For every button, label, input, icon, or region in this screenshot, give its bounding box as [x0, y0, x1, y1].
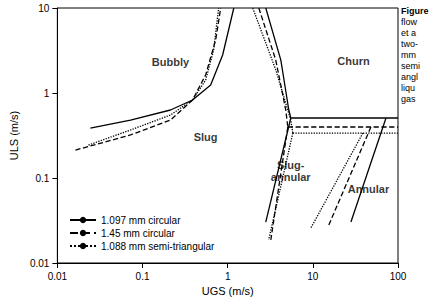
svg-text:Churn: Churn	[337, 55, 370, 67]
svg-text:1: 1	[225, 271, 231, 282]
svg-text:gas: gas	[401, 94, 416, 104]
svg-text:semi: semi	[401, 61, 420, 71]
svg-text:two-: two-	[401, 39, 418, 49]
svg-text:et a: et a	[401, 28, 416, 38]
svg-text:1.088 mm semi-triangular: 1.088 mm semi-triangular	[101, 241, 215, 252]
svg-text:Bubbly: Bubbly	[152, 56, 190, 68]
svg-text:100: 100	[390, 271, 407, 282]
svg-text:0.1: 0.1	[35, 173, 49, 184]
svg-text:annular: annular	[270, 171, 311, 184]
svg-text:0.1: 0.1	[136, 271, 150, 282]
svg-text:Annular: Annular	[348, 183, 390, 195]
svg-text:UGS (m/s): UGS (m/s)	[202, 285, 254, 297]
svg-text:10: 10	[38, 3, 50, 14]
svg-text:angl: angl	[401, 72, 418, 82]
svg-text:1: 1	[44, 88, 50, 99]
svg-text:liqu: liqu	[401, 83, 415, 93]
svg-text:10: 10	[307, 271, 319, 282]
svg-text:Slug: Slug	[194, 131, 218, 143]
svg-text:1.097 mm circular: 1.097 mm circular	[101, 215, 181, 226]
svg-text:flow: flow	[401, 17, 418, 27]
svg-text:0.01: 0.01	[48, 271, 68, 282]
svg-text:1.45 mm circular: 1.45 mm circular	[101, 228, 176, 239]
svg-text:mm: mm	[401, 50, 416, 60]
svg-text:Slug-: Slug-	[277, 159, 305, 172]
svg-text:0.01: 0.01	[30, 258, 50, 269]
svg-text:Figure: Figure	[401, 6, 429, 16]
svg-text:ULS (m/s): ULS (m/s)	[8, 111, 20, 161]
